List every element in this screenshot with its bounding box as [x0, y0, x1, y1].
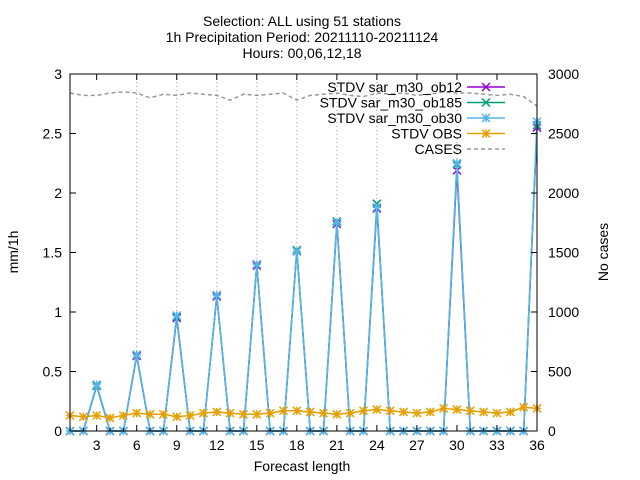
- legend-marker: [481, 97, 491, 108]
- chart-title: Selection: ALL using 51 stations 1h Prec…: [166, 13, 439, 61]
- y2-tick-label: 1000: [548, 304, 579, 320]
- legend-entry: STDV sar_m30_ob30: [327, 110, 505, 126]
- y2-tick-label: 0: [548, 423, 556, 439]
- y-tick-label: 0: [54, 423, 62, 439]
- legend-label: CASES: [415, 141, 462, 157]
- x-tick-label: 21: [329, 437, 345, 453]
- title-line-2: 1h Precipitation Period: 20211110-202111…: [166, 29, 439, 45]
- legend-entry: STDV OBS: [391, 126, 505, 142]
- series-0: [65, 123, 542, 436]
- x-tick-label: 18: [289, 437, 305, 453]
- y2-tick-label: 1500: [548, 245, 579, 261]
- series-1: [65, 120, 542, 436]
- x-tick-label: 6: [133, 437, 141, 453]
- y-tick-label: 2: [54, 185, 62, 201]
- x-tick-label: 33: [489, 437, 505, 453]
- legend-entry: STDV sar_m30_ob185: [320, 95, 505, 111]
- series-line: [70, 125, 538, 432]
- legend-label: STDV sar_m30_ob12: [327, 79, 462, 95]
- legend-marker: [481, 82, 491, 92]
- x-tick-label: 15: [249, 437, 265, 453]
- y-tick-label: 2.5: [43, 126, 63, 142]
- x-tick-label: 12: [209, 437, 225, 453]
- x-tick-label: 3: [93, 437, 101, 453]
- legend-entry: STDV sar_m30_ob12: [327, 79, 505, 95]
- title-line-3: Hours: 00,06,12,18: [242, 45, 361, 61]
- series-3: [65, 402, 542, 423]
- series-line: [69, 91, 538, 107]
- y-tick-label: 1: [54, 304, 62, 320]
- legend-entry: CASES: [415, 141, 505, 157]
- y2-tick-label: 500: [548, 364, 572, 380]
- y2-tick-label: 2000: [548, 185, 579, 201]
- x-tick-label: 30: [449, 437, 465, 453]
- plot-series: [65, 91, 542, 436]
- y-tick-label: 1.5: [43, 245, 63, 261]
- y-axis-label: mm/1h: [5, 231, 21, 274]
- grid: [136, 74, 538, 355]
- title-line-1: Selection: ALL using 51 stations: [203, 13, 401, 29]
- series-2: [65, 117, 542, 436]
- x-tick-label: 27: [409, 437, 425, 453]
- legend-label: STDV sar_m30_ob185: [320, 95, 463, 111]
- x-tick-label: 9: [173, 437, 181, 453]
- y2-tick-label: 2500: [548, 126, 579, 142]
- series-line: [70, 121, 538, 432]
- series-line: [70, 127, 538, 432]
- y-tick-label: 3: [54, 66, 62, 82]
- x-tick-label: 24: [369, 437, 385, 453]
- x-axis-label: Forecast length: [254, 458, 351, 474]
- legend-label: STDV sar_m30_ob30: [327, 110, 462, 126]
- legend-label: STDV OBS: [391, 126, 462, 142]
- y2-tick-label: 3000: [548, 66, 579, 82]
- axes: 3 6 9 12 15 18 21 24 27 30 33 3600.511.522.53050010…: [43, 66, 580, 453]
- y-tick-label: 0.5: [43, 364, 63, 380]
- y2-axis-label: No cases: [595, 223, 611, 281]
- x-tick-label: 36: [529, 437, 545, 453]
- series-4: [69, 91, 538, 107]
